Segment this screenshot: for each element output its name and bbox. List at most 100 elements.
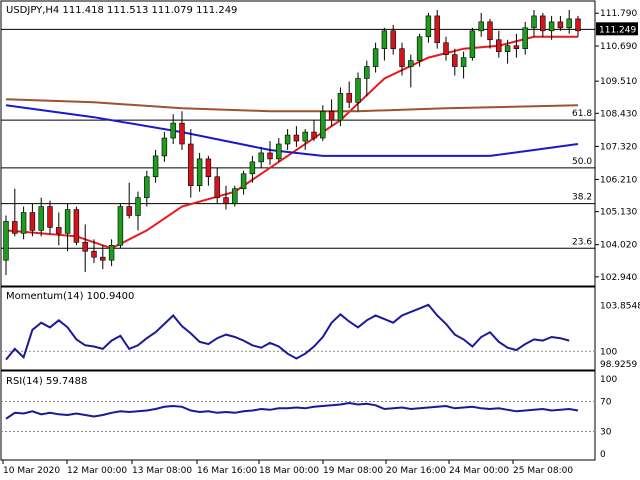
price-tick-label: 109.510	[600, 77, 637, 87]
fib-label: 50.0	[572, 157, 592, 167]
price-axis: 111.790 110.690 109.510 108.430 107.320 106.2…	[595, 9, 637, 283]
candle	[258, 146, 264, 168]
candle	[82, 224, 88, 273]
momentum-tick-label: 103.8548	[600, 301, 640, 311]
candle	[100, 245, 106, 270]
momentum-tick-label: 98.9259	[600, 360, 637, 370]
fib-label: 61.8	[572, 109, 592, 119]
candle	[320, 105, 326, 142]
momentum-panel: Momentum(14) 100.9400 103.8548 100 98.9259	[0, 286, 640, 371]
candle	[179, 111, 185, 150]
candle	[328, 99, 335, 127]
price-tick-label: 110.690	[600, 42, 637, 52]
candle	[496, 30, 502, 58]
candle	[196, 152, 203, 192]
time-tick-label: 25 Mar 08:00	[513, 466, 573, 476]
rsi-line	[1, 401, 595, 432]
rsi-tick-label: 70	[600, 398, 612, 408]
fib-label: 38.2	[572, 193, 592, 203]
candle	[443, 36, 449, 61]
candle	[337, 87, 344, 127]
candle	[311, 120, 317, 142]
candle	[434, 9, 440, 49]
rsi-tick-label: 0	[600, 450, 606, 460]
candle	[460, 51, 467, 79]
candle	[469, 27, 476, 61]
ma_brown-line	[5, 98, 579, 113]
candle	[47, 200, 53, 234]
candle	[513, 33, 520, 58]
time-tick-label: 12 Mar 00:00	[67, 466, 127, 476]
price-tick-label: 104.020	[600, 241, 637, 251]
candle	[548, 15, 555, 40]
rsi-axis: 100 70 30 0	[600, 375, 617, 460]
candle	[152, 149, 159, 183]
candle	[540, 12, 546, 37]
candle	[416, 33, 423, 67]
candle	[73, 206, 80, 246]
candle	[575, 15, 581, 37]
rsi-tick-label: 100	[600, 375, 617, 385]
candle	[566, 9, 572, 34]
momentum-title: Momentum(14) 100.9400	[6, 291, 134, 302]
price-tick-label: 111.790	[600, 9, 637, 19]
current-price-marker: 111.249	[596, 22, 638, 36]
candle	[20, 206, 27, 240]
momentum-line	[1, 303, 595, 361]
candle	[408, 54, 414, 88]
candle	[267, 141, 273, 165]
candle	[170, 114, 176, 144]
candle	[531, 9, 537, 37]
momentum-path	[5, 303, 570, 361]
price-tick-label: 108.430	[600, 109, 637, 119]
time-tick-label: 19 Mar 08:00	[323, 466, 383, 476]
ma_blue-line	[5, 104, 579, 157]
candle	[284, 129, 291, 150]
price-tick-label: 106.210	[600, 175, 637, 185]
time-tick-label: 18 Mar 00:00	[259, 466, 319, 476]
candle	[372, 42, 379, 73]
price-tick-label: 105.130	[600, 208, 637, 218]
time-axis: 10 Mar 2020 12 Mar 00:00 13 Mar 08:00 16 Ma…	[2, 460, 573, 476]
candle	[232, 185, 238, 207]
candle	[452, 48, 458, 76]
candle	[425, 12, 432, 43]
candle	[240, 170, 247, 195]
candle	[364, 60, 370, 97]
time-tick-label: 13 Mar 08:00	[132, 466, 192, 476]
time-tick-label: 16 Mar 16:00	[197, 466, 257, 476]
price-title: USDJPY,H4 111.418 111.513 111.079 111.24…	[6, 5, 237, 16]
candle	[355, 72, 361, 112]
candle	[38, 197, 44, 237]
rsi-title: RSI(14) 59.7488	[6, 376, 87, 387]
candle	[293, 126, 300, 147]
rsi-tick-label: 30	[600, 428, 612, 438]
candle	[390, 24, 396, 55]
candle	[223, 185, 229, 210]
candle	[381, 27, 388, 61]
candle	[504, 39, 511, 64]
candle	[205, 155, 212, 186]
price-tick-label: 107.320	[600, 142, 637, 152]
candle	[12, 188, 18, 237]
fib-label: 23.6	[572, 237, 592, 247]
rsi-panel: RSI(14) 59.7488 100 70 30 0	[0, 370, 617, 461]
time-tick-label: 10 Mar 2020	[3, 466, 60, 476]
candle	[188, 129, 194, 198]
candle	[3, 215, 9, 276]
fib-levels: 61.8 50.0 38.2 23.6	[1, 28, 595, 249]
candle	[161, 132, 168, 162]
candle	[557, 15, 564, 31]
candle	[126, 182, 132, 219]
candle	[144, 170, 150, 207]
candle	[346, 81, 352, 109]
candles	[3, 9, 581, 276]
candle	[487, 18, 493, 49]
candle	[135, 191, 141, 231]
momentum-tick-label: 100	[600, 347, 617, 357]
candle	[522, 21, 528, 55]
current-price-label: 111.249	[599, 25, 636, 35]
rsi-path	[5, 401, 579, 420]
candle	[302, 129, 308, 150]
